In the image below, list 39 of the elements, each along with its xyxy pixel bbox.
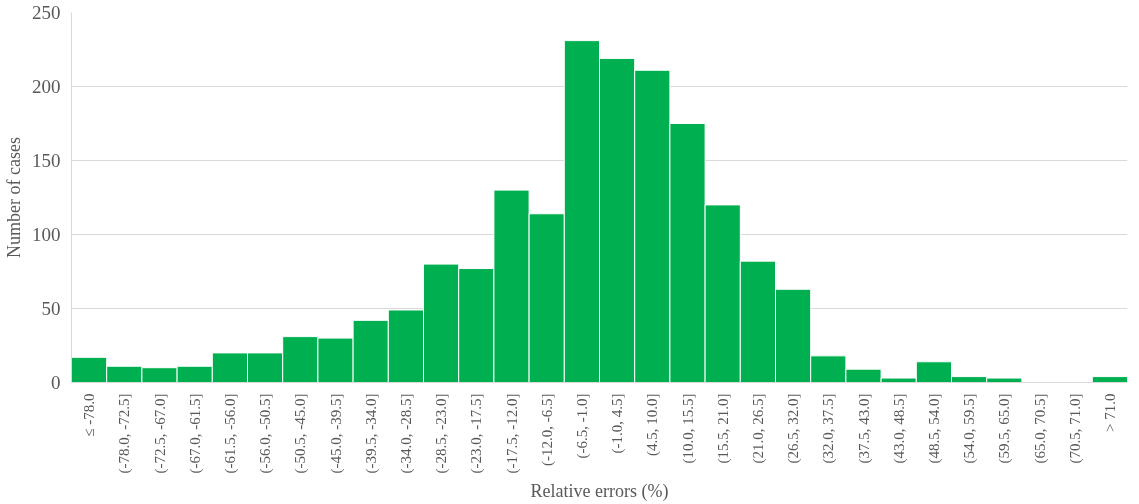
y-axis-title: Number of cases [4, 137, 24, 258]
x-tick-label: (-1.0, 4.5] [609, 393, 627, 454]
x-tick-label: (-28.5, -23.0] [433, 393, 451, 474]
x-tick-label: (15.5, 21.0] [714, 393, 732, 464]
y-tick-label: 250 [32, 2, 61, 23]
x-tick-label: (59.5, 65.0] [996, 393, 1014, 464]
x-tick-label: (37.5, 43.0] [855, 393, 873, 464]
x-tick-label: (-17.5, -12.0] [503, 393, 521, 474]
x-tick-label: (21.0, 26.5] [749, 393, 767, 464]
y-tick-label: 0 [51, 372, 61, 393]
x-tick-label: (-72.5, -67.0] [151, 393, 169, 474]
y-tick-label: 200 [32, 76, 61, 97]
x-axis-title: Relative errors (%) [530, 481, 669, 503]
x-tick-label: ≤ -78.0 [81, 393, 98, 437]
x-tick-label: (10.0, 15.5] [679, 393, 697, 464]
x-tick-label: (54.0, 59.5] [961, 393, 979, 464]
x-tick-label: (-61.5, -56.0] [221, 393, 239, 474]
x-tick-label: (32.0, 37.5] [820, 393, 838, 464]
x-tick-label: (-12.0, -6.5] [538, 393, 556, 466]
x-tick-label: > 71.0 [1101, 393, 1118, 432]
x-tick-label: (-78.0, -72.5] [116, 393, 134, 474]
y-tick-label: 150 [32, 150, 61, 171]
bar [1091, 376, 1128, 383]
x-tick-label: (-23.0, -17.5] [468, 393, 486, 474]
x-tick-label: (43.0, 48.5] [890, 393, 908, 464]
x-tick-label: (48.5, 54.0] [925, 393, 943, 464]
x-tick-label: (-6.5, -1.0] [573, 393, 591, 459]
x-tick-label: (-56.0, -50.5] [257, 393, 275, 474]
x-tick-label: (70.5, 71.0] [1066, 393, 1084, 464]
x-tick-label: (-67.0, -61.5] [186, 393, 204, 474]
x-tick-label: (-34.0, -28.5] [397, 393, 415, 474]
y-tick-label: 100 [32, 224, 61, 245]
x-tick-label: (-50.5, -45.0] [292, 393, 310, 474]
x-tick-label: (65.0, 70.5] [1031, 393, 1049, 464]
x-tick-label: (-45.0, -39.5] [327, 393, 345, 474]
x-tick-label: (-39.5, -34.0] [362, 393, 380, 474]
y-tick-label: 50 [41, 298, 61, 319]
x-tick-label: (4.5, 10.0] [644, 393, 662, 456]
x-tick-label: (26.5, 32.0] [785, 393, 803, 464]
